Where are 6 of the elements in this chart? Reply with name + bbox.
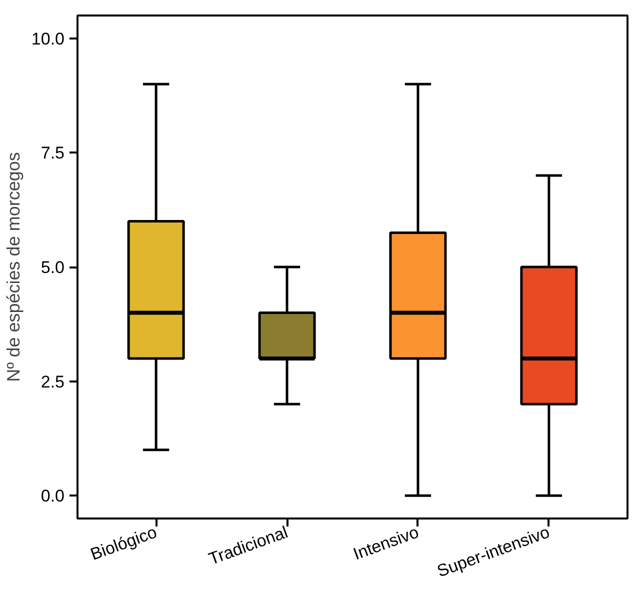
y-axis-title: Nº de espécies de morcegos [3,152,24,382]
y-tick-label: 7.5 [40,144,65,163]
y-tick-label: 10.0 [31,29,65,48]
y-tick-label: 0.0 [40,486,65,506]
y-tick-label: 5.0 [40,258,65,277]
y-tick-label: 2.5 [40,372,65,392]
